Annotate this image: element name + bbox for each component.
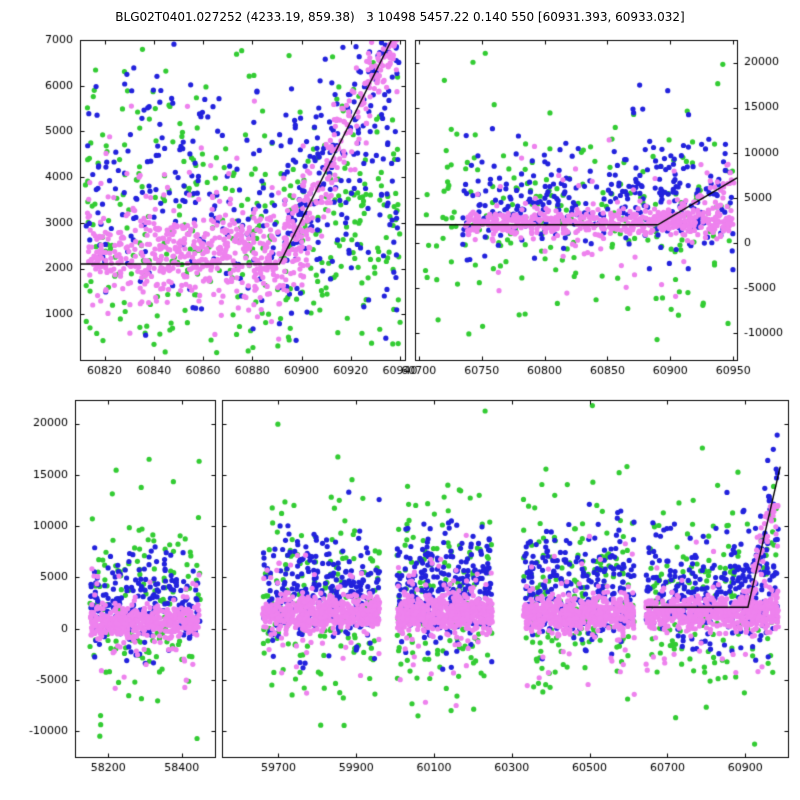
plot-title: BLG02T0401.027252 (4233.19, 859.38) 3 10…	[115, 10, 685, 24]
